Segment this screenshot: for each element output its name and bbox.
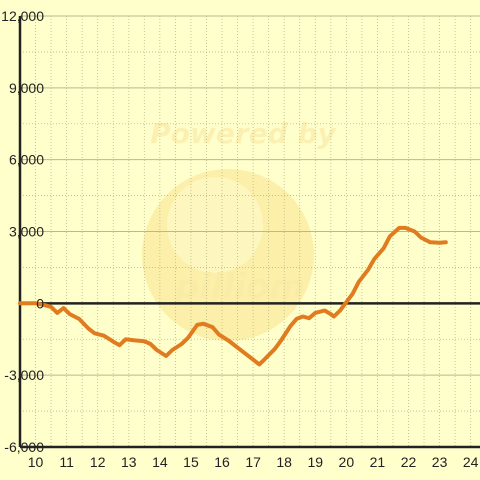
y-tick-label: 0 bbox=[36, 295, 44, 311]
watermark-inner-glow bbox=[167, 177, 263, 273]
x-tick-label: 15 bbox=[183, 454, 199, 470]
x-tick-label: 23 bbox=[432, 454, 448, 470]
x-tick-label: 19 bbox=[307, 454, 323, 470]
x-tick-label: 17 bbox=[245, 454, 261, 470]
x-tick-label: 11 bbox=[59, 454, 74, 470]
y-tick-label: -6,000 bbox=[4, 439, 44, 455]
series-line-0 bbox=[18, 225, 448, 367]
y-tick-label: 3,000 bbox=[9, 224, 44, 240]
y-tick-label: 6,000 bbox=[9, 152, 44, 168]
axes bbox=[18, 16, 480, 449]
x-tick-label: 12 bbox=[90, 454, 106, 470]
y-tick-label: -3,000 bbox=[4, 367, 44, 383]
watermark: Powered by pilliom bbox=[142, 117, 337, 341]
y-tick-label: 12,000 bbox=[1, 8, 44, 24]
watermark-text-1: Powered by bbox=[150, 117, 337, 150]
x-tick-label: 22 bbox=[401, 454, 417, 470]
watermark-text-2: pilliom bbox=[174, 267, 305, 307]
x-tick-label: 14 bbox=[152, 454, 168, 470]
tick-labels: -6,000 -3,000 0 3,000 6,000 9,000 12,000 10 11 12… bbox=[1, 8, 479, 470]
x-tick-label: 10 bbox=[28, 454, 44, 470]
x-tick-label: 18 bbox=[276, 454, 292, 470]
series-layer bbox=[18, 225, 448, 367]
y-tick-label: 9,000 bbox=[9, 80, 44, 96]
watermark-circle bbox=[142, 169, 314, 341]
x-tick-label: 20 bbox=[339, 454, 355, 470]
x-tick-label: 24 bbox=[463, 454, 479, 470]
x-tick-label: 16 bbox=[214, 454, 230, 470]
x-tick-label: 21 bbox=[370, 454, 386, 470]
x-tick-label: 13 bbox=[121, 454, 137, 470]
